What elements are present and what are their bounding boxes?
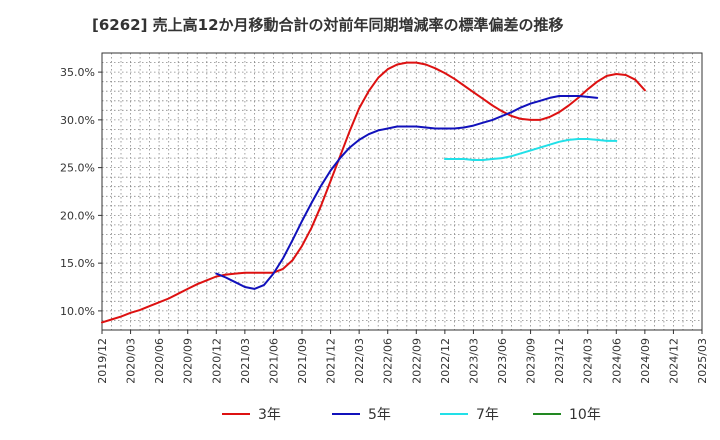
x-tick-label: 2022/12 <box>439 338 452 384</box>
x-tick-label: 2021/03 <box>239 338 252 384</box>
legend-swatch <box>533 413 561 415</box>
x-tick-label: 2021/12 <box>325 338 338 384</box>
legend-label: 7年 <box>476 407 499 423</box>
legend-item: 7年 <box>440 402 499 426</box>
x-tick-label: 2024/12 <box>667 338 680 384</box>
legend-item: 5年 <box>332 402 391 426</box>
y-axis: 10.0% 15.0% 20.0% 25.0% 30.0% 35.0% <box>60 66 102 318</box>
x-tick-label: 2020/03 <box>125 338 138 384</box>
legend-swatch <box>222 413 250 415</box>
chart-title: [6262] 売上高12か月移動合計の対前年同期増減率の標準偏差の推移 <box>92 16 564 34</box>
x-tick-label: 2022/09 <box>410 338 423 384</box>
series-lines <box>101 61 646 324</box>
series-line-7年 <box>443 138 618 161</box>
legend-swatch <box>440 413 468 415</box>
legend-label: 5年 <box>368 407 391 423</box>
x-tick-label: 2022/03 <box>353 338 366 384</box>
y-tick-label: 15.0% <box>60 257 95 270</box>
legend-item: 10年 <box>533 402 601 426</box>
x-tick-label: 2025/03 <box>696 338 709 384</box>
legend-label: 3年 <box>258 407 281 423</box>
x-tick-label: 2023/03 <box>467 338 480 384</box>
y-tick-label: 30.0% <box>60 114 95 127</box>
x-tick-label: 2020/06 <box>153 338 166 384</box>
x-tick-label: 2023/09 <box>525 338 538 384</box>
x-tick-label: 2020/09 <box>182 338 195 384</box>
plot-area <box>101 52 703 331</box>
x-axis: 2019/12 2020/03 2020/06 2020/09 2020/12 2021/… <box>96 330 709 384</box>
y-tick-label: 20.0% <box>60 209 95 222</box>
x-tick-label: 2019/12 <box>96 338 109 384</box>
x-tick-label: 2024/03 <box>582 338 595 384</box>
x-tick-label: 2023/06 <box>496 338 509 384</box>
x-tick-label: 2021/09 <box>296 338 309 384</box>
x-tick-label: 2021/06 <box>267 338 280 384</box>
y-tick-label: 35.0% <box>60 66 95 79</box>
y-tick-label: 10.0% <box>60 305 95 318</box>
legend-label: 10年 <box>569 407 601 423</box>
y-tick-label: 25.0% <box>60 162 95 175</box>
series-line-5年 <box>215 95 599 290</box>
x-tick-label: 2020/12 <box>210 338 223 384</box>
legend-item: 3年 <box>222 402 281 426</box>
x-tick-label: 2022/06 <box>382 338 395 384</box>
x-tick-label: 2024/09 <box>639 338 652 384</box>
series-line-3年 <box>101 61 646 324</box>
legend-swatch <box>332 413 360 415</box>
x-tick-label: 2023/12 <box>553 338 566 384</box>
x-tick-label: 2024/06 <box>610 338 623 384</box>
legend: 3年 5年 7年 10年 <box>0 402 720 426</box>
grid <box>102 53 702 331</box>
